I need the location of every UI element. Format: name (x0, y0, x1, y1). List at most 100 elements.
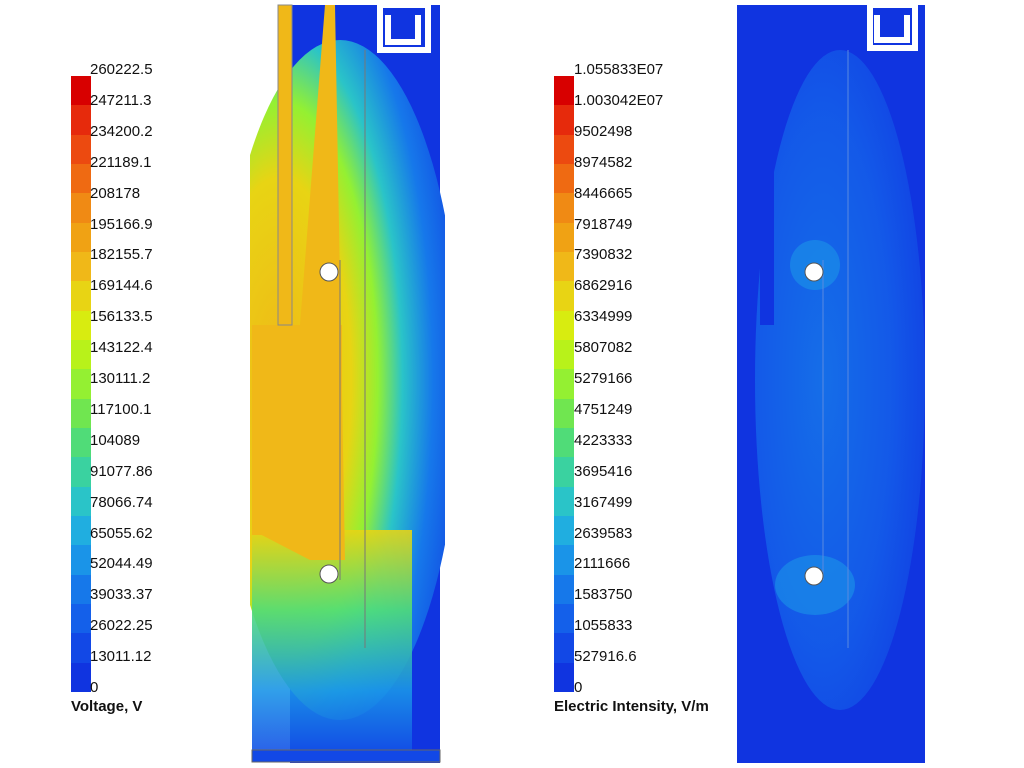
color-bar-segment (554, 545, 574, 576)
tick-label: 5807082 (574, 339, 633, 357)
intensity-field-plot (737, 2, 925, 763)
tick-label: 195166.9 (90, 215, 153, 233)
tick-label: 260222.5 (90, 61, 153, 78)
color-bar-segment (554, 398, 574, 429)
color-bar-segment (554, 134, 574, 165)
color-bar-segment (71, 76, 91, 106)
voltage-bottom-gradient (252, 530, 412, 760)
tick-label: 2111666 (574, 555, 631, 573)
tick-label: 3167499 (574, 493, 633, 511)
tick-label: 104089 (90, 431, 141, 449)
tick-label: 7390832 (574, 246, 633, 264)
voltage-legend-title: Voltage, V (71, 698, 143, 715)
color-bar-segment (71, 310, 91, 341)
tick-label: 13011.12 (90, 648, 152, 666)
voltage-top-cap (377, 2, 431, 53)
voltage-color-bar (71, 76, 91, 693)
tick-label: 26022.25 (90, 617, 153, 635)
color-bar-segment (554, 457, 574, 488)
voltage-bottom-edge (251, 749, 441, 763)
tick-label: 91077.86 (90, 462, 153, 480)
color-bar-segment (71, 574, 91, 605)
color-bar-segment (554, 633, 574, 664)
color-bar-segment (71, 369, 91, 400)
tick-label: 39033.37 (90, 586, 153, 604)
color-bar-segment (554, 76, 574, 106)
color-bar-segment (554, 252, 574, 282)
tick-label: 208178 (90, 184, 141, 202)
color-bar-segment (71, 662, 91, 693)
tick-label: 78066.74 (90, 493, 153, 511)
color-bar-segment (554, 369, 574, 400)
tick-label: 1.003042E07 (574, 91, 664, 109)
color-bar-segment (71, 164, 91, 194)
color-bar-segment (71, 457, 91, 488)
tick-label: 7918749 (574, 215, 633, 233)
tick-label: 5279166 (574, 370, 633, 387)
color-bar-segment (554, 574, 574, 605)
color-bar-segment (554, 310, 574, 341)
color-bar-segment (554, 662, 574, 693)
color-bar-segment (71, 428, 91, 458)
tick-label: 0 (574, 679, 583, 696)
color-bar-segment (71, 398, 91, 429)
tick-label: 182155.7 (90, 246, 153, 264)
tick-label: 117100.1 (90, 400, 152, 418)
intensity-field-gradient (755, 50, 925, 710)
color-bar-segment (554, 604, 574, 634)
color-bar-segment (554, 164, 574, 194)
voltage-lower-ring (319, 564, 339, 584)
color-bar-segment (554, 281, 574, 312)
color-bar-segment (554, 428, 574, 458)
intensity-color-bar (554, 76, 574, 693)
color-bar-segment (71, 516, 91, 546)
color-bar-segment (554, 222, 574, 253)
tick-label: 143122.4 (90, 339, 153, 357)
color-bar-segment (71, 281, 91, 312)
color-bar-segment (554, 340, 574, 370)
tick-label: 1583750 (574, 586, 633, 604)
tick-label: 221189.1 (90, 153, 152, 171)
tick-label: 8974582 (574, 153, 633, 171)
tick-label: 3695416 (574, 462, 633, 480)
voltage-upper-ring (319, 262, 339, 282)
intensity-upper-ring (804, 262, 824, 282)
color-bar-segment (71, 105, 91, 136)
color-bar-segment (554, 193, 574, 224)
voltage-top-bar (277, 4, 293, 326)
tick-label: 9502498 (574, 122, 633, 140)
color-bar-segment (71, 134, 91, 165)
tick-label: 1055833 (574, 617, 633, 635)
tick-label: 4223333 (574, 431, 633, 449)
intensity-legend-title: Electric Intensity, V/m (554, 698, 709, 715)
intensity-top-cap (867, 2, 918, 51)
tick-label: 1.055833E07 (574, 61, 664, 78)
tick-label: 130111.2 (90, 370, 151, 387)
color-bar-segment (554, 105, 574, 136)
tick-label: 6334999 (574, 308, 633, 326)
voltage-conductor-left (252, 325, 342, 535)
intensity-top-bar (760, 5, 774, 325)
color-bar-segment (71, 604, 91, 634)
color-bar-segment (71, 633, 91, 664)
color-bar-segment (71, 545, 91, 576)
color-bar-segment (71, 486, 91, 517)
color-bar-segment (71, 222, 91, 253)
tick-label: 156133.5 (90, 308, 153, 326)
tick-label: 527916.6 (574, 648, 637, 666)
tick-label: 52044.49 (90, 555, 153, 573)
color-bar-segment (554, 516, 574, 546)
tick-label: 8446665 (574, 184, 633, 202)
color-bar-segment (554, 486, 574, 517)
tick-label: 234200.2 (90, 122, 153, 140)
voltage-field-plot (250, 2, 445, 763)
color-bar-segment (71, 252, 91, 282)
color-bar-segment (71, 193, 91, 224)
tick-label: 65055.62 (90, 524, 153, 542)
tick-label: 0 (90, 679, 99, 696)
tick-label: 4751249 (574, 400, 633, 418)
intensity-lower-ring (804, 566, 824, 586)
tick-label: 169144.6 (90, 277, 153, 295)
tick-label: 6862916 (574, 277, 633, 295)
tick-label: 247211.3 (90, 91, 152, 109)
